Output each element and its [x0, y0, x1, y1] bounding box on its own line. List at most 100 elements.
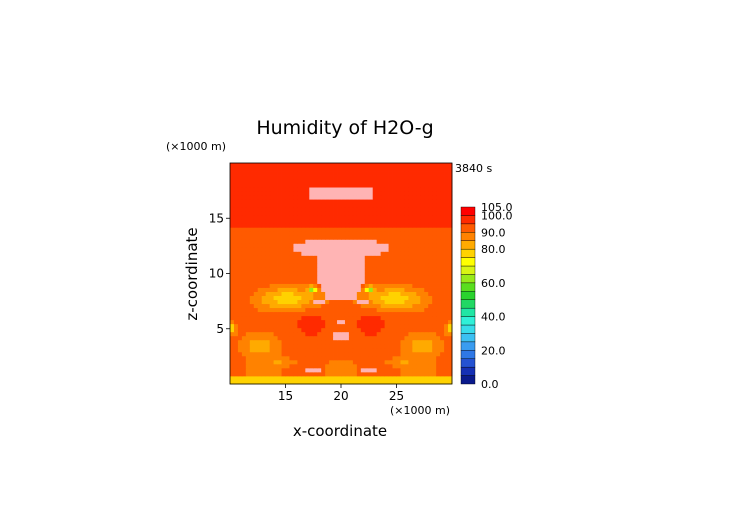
field-cell [396, 283, 401, 288]
field-cell [233, 199, 239, 204]
field-cell [289, 171, 294, 176]
field-cell [376, 243, 382, 248]
field-cell [384, 191, 389, 196]
field-cell [388, 335, 393, 341]
field-cell [352, 355, 358, 361]
field-cell [404, 319, 409, 325]
field-cell [424, 367, 429, 373]
field-cell [404, 247, 409, 252]
field-cell [412, 299, 417, 305]
field-cell [412, 239, 417, 244]
field-cell [396, 315, 401, 321]
field-cell [297, 219, 302, 224]
field-cell [313, 271, 318, 276]
field-cell [352, 199, 358, 204]
field-cell [281, 179, 286, 184]
field-cell [392, 275, 397, 280]
field-cell [341, 303, 346, 309]
field-cell [289, 259, 294, 264]
field-cell [412, 311, 417, 317]
field-cell [424, 307, 429, 313]
field-cell [360, 331, 366, 337]
field-cell [352, 303, 358, 309]
field-cell [424, 243, 429, 248]
field-cell [344, 347, 350, 353]
field-cell [337, 367, 342, 373]
field-cell [400, 215, 405, 220]
field-cell [444, 187, 449, 192]
field-cell [317, 243, 322, 248]
field-cell [313, 215, 318, 220]
field-cell [321, 163, 326, 168]
field-cell [329, 227, 334, 232]
field-cell [321, 183, 326, 188]
field-cell [388, 243, 393, 248]
field-cell [261, 267, 267, 272]
field-cell [245, 311, 251, 317]
field-cell [265, 307, 271, 313]
field-cell [372, 323, 378, 329]
field-cell [400, 375, 405, 381]
field-cell [245, 207, 251, 212]
field-cell [372, 363, 378, 369]
field-cell [420, 351, 425, 357]
field-cell [277, 351, 282, 357]
field-cell [325, 279, 330, 284]
field-cell [444, 331, 449, 337]
field-cell [230, 175, 235, 180]
field-cell [436, 219, 441, 224]
field-cell [301, 235, 306, 240]
field-cell [412, 319, 417, 325]
field-cell [285, 203, 290, 208]
field-cell [273, 259, 278, 264]
field-cell [325, 327, 330, 333]
field-cell [257, 323, 263, 329]
field-cell [364, 263, 370, 268]
field-cell [384, 251, 389, 256]
field-cell [408, 379, 413, 385]
field-cell [396, 267, 401, 272]
field-cell [293, 299, 298, 305]
field-cell [269, 179, 275, 184]
field-cell [380, 239, 386, 244]
field-cell [297, 175, 302, 180]
field-cell [392, 223, 397, 228]
field-cell [416, 223, 421, 228]
field-cell [329, 247, 334, 252]
field-cell [337, 179, 342, 184]
field-cell [412, 347, 417, 353]
field-cell [428, 311, 433, 317]
field-cell [388, 347, 393, 353]
field-cell [321, 243, 326, 248]
field-cell [261, 291, 267, 296]
field-cell [384, 291, 389, 296]
field-cell [317, 187, 322, 192]
field-cell [261, 207, 267, 212]
field-cell [420, 359, 425, 365]
field-cell [301, 347, 306, 353]
field-cell [448, 355, 453, 361]
field-cell [297, 315, 302, 321]
field-cell [432, 371, 437, 377]
field-cell [333, 331, 338, 337]
field-cell [408, 239, 413, 244]
field-cell [253, 367, 259, 373]
field-cell [245, 351, 251, 357]
field-cell [249, 323, 255, 329]
field-cell [309, 191, 314, 196]
field-cell [269, 367, 275, 373]
field-cell [400, 379, 405, 385]
y-axis-label: z-coordinate [183, 227, 201, 320]
field-cell [301, 323, 306, 329]
field-cell [269, 351, 275, 357]
field-cell [420, 299, 425, 305]
field-cell [420, 219, 425, 224]
field-cell [301, 167, 306, 172]
field-cell [257, 375, 263, 381]
field-cell [380, 227, 386, 232]
field-cell [329, 191, 334, 196]
field-cell [412, 287, 417, 292]
field-cell [368, 379, 374, 385]
field-cell [352, 335, 358, 341]
field-cell [388, 295, 393, 301]
